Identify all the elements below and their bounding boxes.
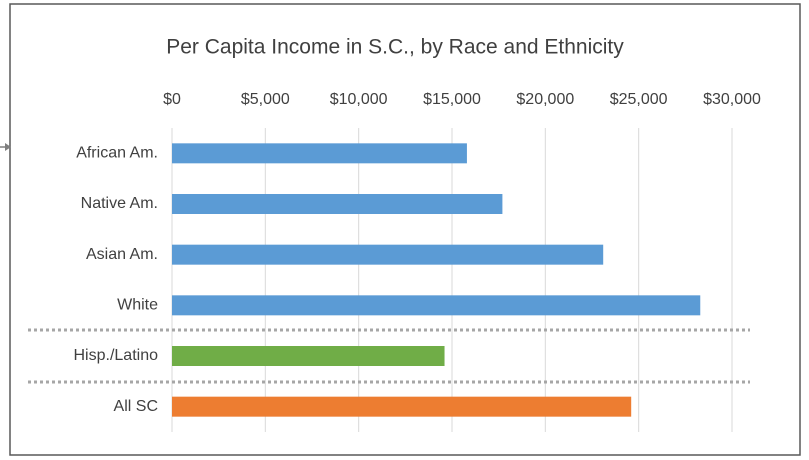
x-tick-label: $0 [163, 91, 181, 108]
y-tick-label: White [117, 297, 158, 314]
x-tick-label: $15,000 [423, 91, 481, 108]
bar [172, 346, 445, 366]
x-tick-label: $25,000 [610, 91, 668, 108]
x-tick-label: $20,000 [516, 91, 574, 108]
x-tick-label: $5,000 [241, 91, 290, 108]
bar [172, 194, 503, 214]
y-tick-label: All SC [114, 398, 158, 415]
chart-border [9, 3, 801, 456]
y-tick-label: African Am. [76, 145, 158, 162]
y-tick-label: Asian Am. [86, 246, 158, 263]
bar [172, 295, 701, 316]
chart-title: Per Capita Income in S.C., by Race and E… [166, 36, 624, 59]
bar [172, 143, 467, 164]
x-tick-label: $30,000 [703, 91, 761, 108]
x-tick-label: $10,000 [330, 91, 388, 108]
y-tick-label: Hisp./Latino [74, 347, 159, 364]
bar [172, 244, 604, 265]
bar [172, 396, 632, 417]
y-tick-label: Native Am. [81, 195, 158, 212]
connector-arrow [5, 143, 11, 151]
